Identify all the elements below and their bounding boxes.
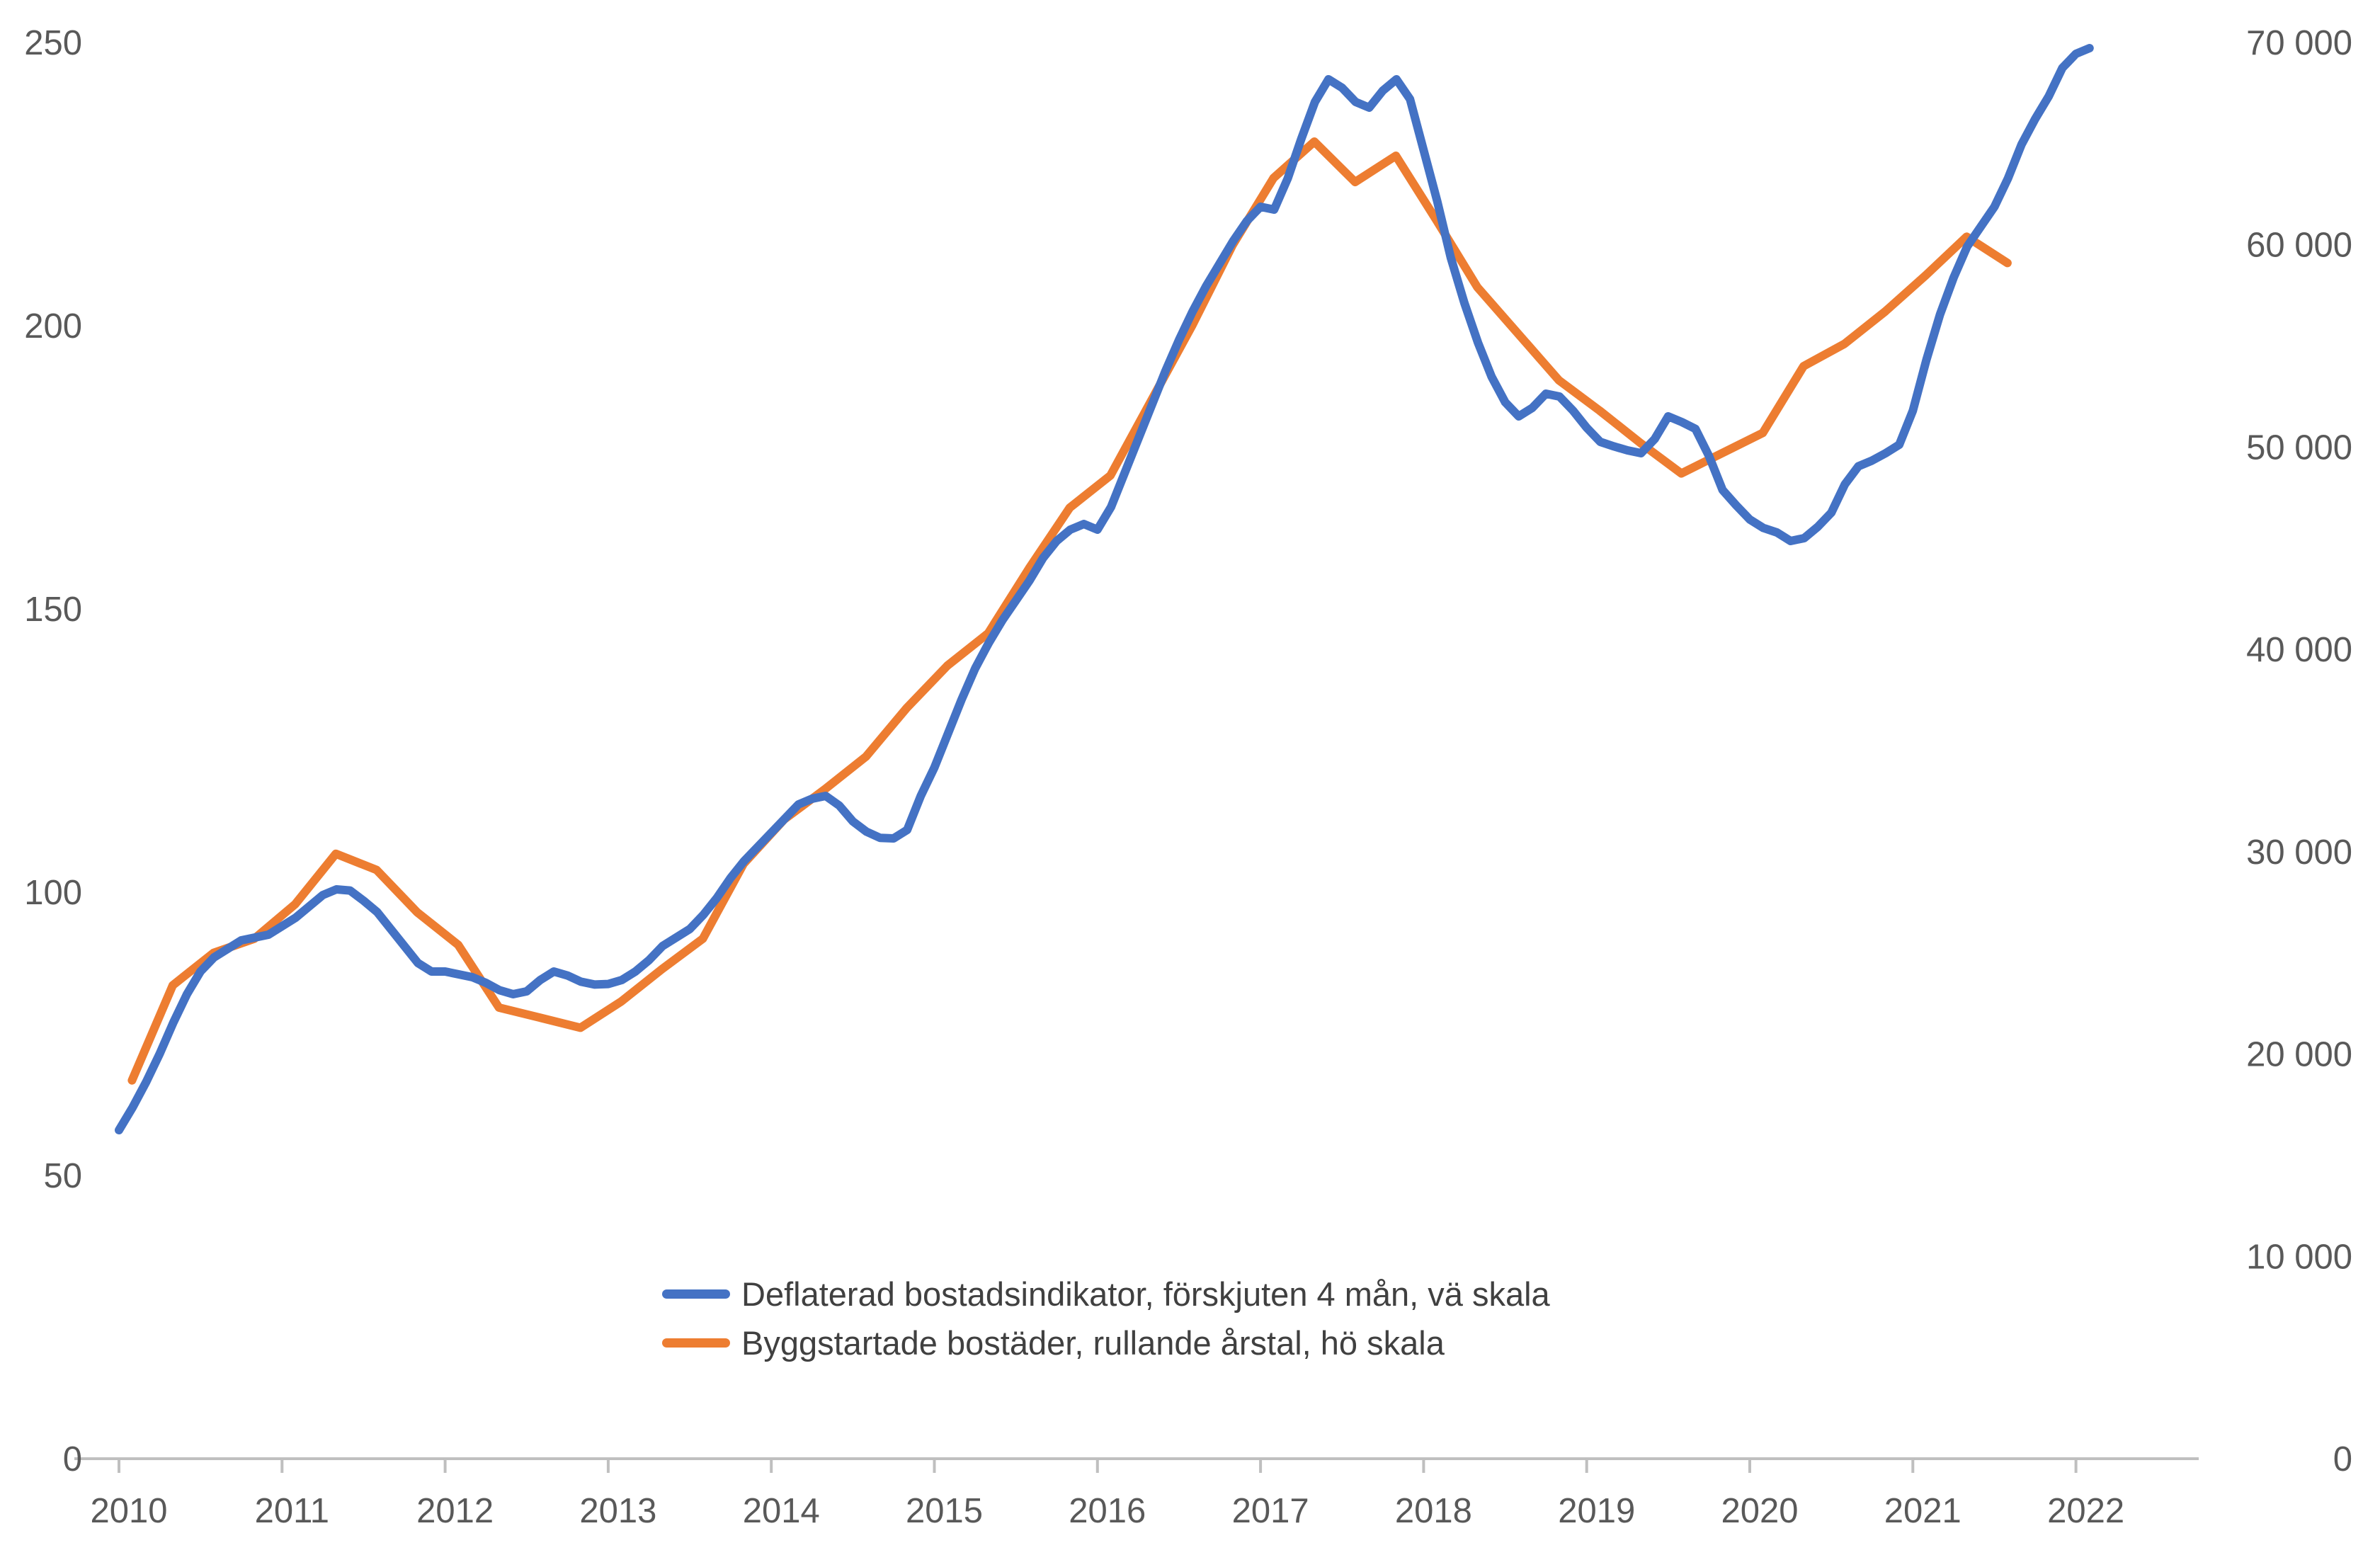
x-axis-tick-label: 2019 [1558, 1492, 1635, 1530]
x-axis-tick-label: 2016 [1069, 1492, 1146, 1530]
x-axis-tick-label: 2011 [255, 1492, 329, 1530]
x-axis-tick-label: 2013 [579, 1492, 656, 1530]
x-axis-tick-label: 2012 [416, 1492, 494, 1530]
left-axis-labels: 0 50 100 150 200 250 [24, 24, 82, 1479]
x-axis-ticks [118, 1459, 2078, 1473]
left-axis-tick-label: 100 [24, 874, 82, 912]
x-axis-tick-label: 2018 [1395, 1492, 1472, 1530]
right-axis-tick-label: 70 000 [2246, 24, 2352, 62]
x-axis-tick-label: 2021 [1884, 1492, 1961, 1530]
indicator-legend-swatch [662, 1289, 730, 1299]
legend-item-housing-starts: Byggstartade bostäder, rullande årstal, … [662, 1323, 1550, 1362]
x-axis-tick-label: 2015 [906, 1492, 983, 1530]
x-axis-tick-label: 2020 [1721, 1492, 1798, 1530]
left-axis-tick-label: 250 [24, 24, 82, 62]
right-axis-tick-label: 30 000 [2246, 833, 2352, 872]
x-axis-tick-label: 2017 [1232, 1492, 1309, 1530]
indicator-legend-label: Deflaterad bostadsindikator, förskjuten … [741, 1275, 1550, 1313]
right-axis-tick-label: 0 [2333, 1440, 2352, 1479]
left-axis-tick-label: 150 [24, 591, 82, 629]
right-axis-tick-label: 40 000 [2246, 631, 2352, 669]
right-axis-tick-label: 20 000 [2246, 1036, 2352, 1074]
right-axis-tick-label: 60 000 [2246, 227, 2352, 265]
x-axis-labels: 2010 2011 2012 2013 2014 2015 2016 2017 2018 2019… [90, 1492, 2124, 1530]
housing-starts-legend-label: Byggstartade bostäder, rullande årstal, … [741, 1324, 1445, 1362]
right-axis-tick-label: 50 000 [2246, 428, 2352, 467]
right-axis-tick-label: 10 000 [2246, 1238, 2352, 1276]
housing-starts-legend-swatch [662, 1338, 730, 1348]
indicator-line [115, 44, 2094, 1134]
x-axis-tick-label: 2022 [2047, 1492, 2124, 1530]
right-axis-labels: 0 10 000 20 000 30 000 40 000 50 000 60 000 70 … [2246, 24, 2352, 1479]
left-axis-tick-label: 0 [63, 1440, 82, 1479]
chart-legend: Deflaterad bostadsindikator, förskjuten … [662, 1275, 1550, 1362]
left-axis-tick-label: 200 [24, 307, 82, 346]
left-axis-tick-label: 50 [43, 1157, 82, 1195]
x-axis-tick-label: 2010 [90, 1492, 167, 1530]
housing-starts-line [127, 137, 2012, 1085]
x-axis-tick-label: 2014 [743, 1492, 820, 1530]
legend-item-indicator: Deflaterad bostadsindikator, förskjuten … [662, 1275, 1550, 1314]
